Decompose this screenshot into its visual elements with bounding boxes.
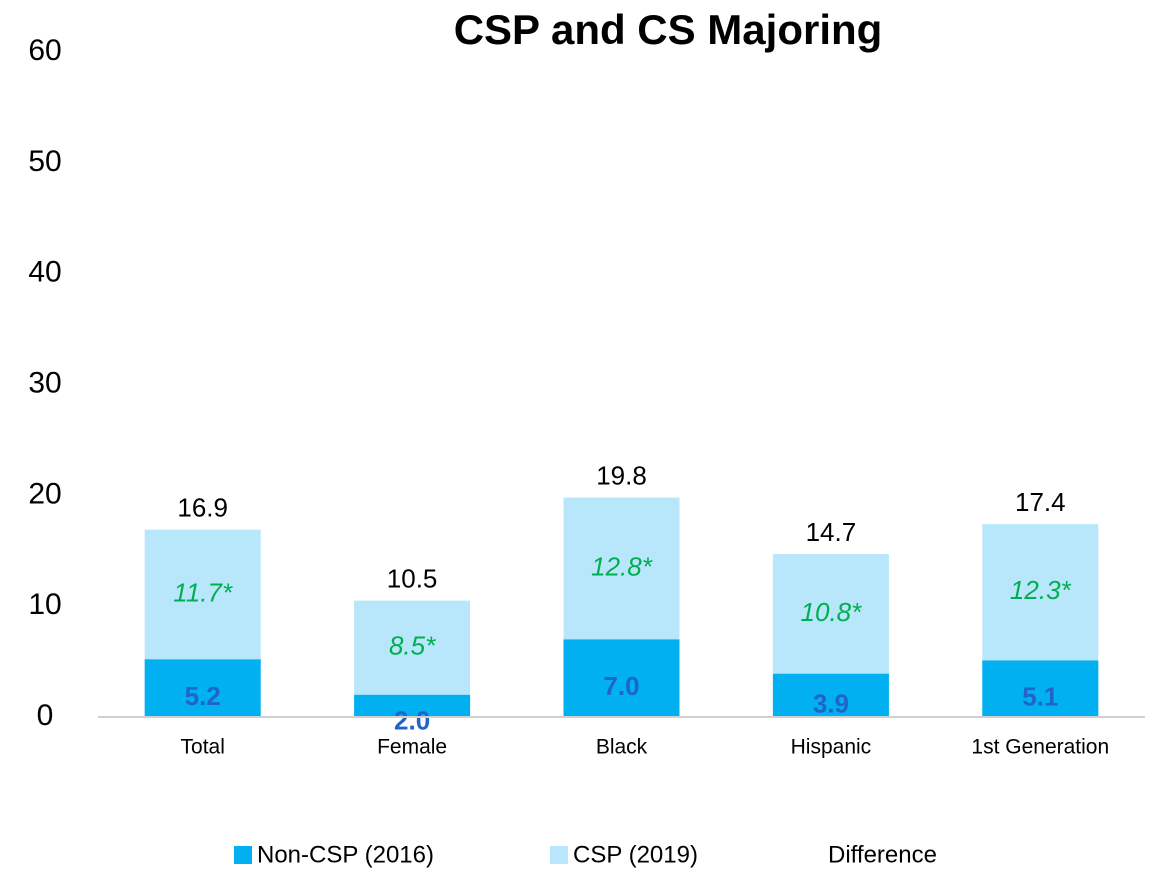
y-tick-label: 10 <box>28 588 61 621</box>
y-tick-label: 50 <box>28 145 61 178</box>
legend-label: Non-CSP (2016) <box>257 841 434 868</box>
y-tick-label: 30 <box>28 366 61 399</box>
y-tick-label: 40 <box>28 256 61 289</box>
y-tick-label: 20 <box>28 477 61 510</box>
data-label: 17.4 <box>1015 487 1066 517</box>
x-tick-label: 1st Generation <box>971 736 1109 759</box>
difference-label: 10.8* <box>801 597 863 627</box>
legend-label: CSP (2019) <box>573 841 698 868</box>
bar <box>982 660 1099 717</box>
y-tick-label: 0 <box>37 699 54 732</box>
x-tick-label: Hispanic <box>791 736 872 759</box>
data-label: 10.5 <box>387 564 438 594</box>
legend-label: Difference <box>828 841 937 868</box>
difference-label: 11.7* <box>173 577 233 607</box>
legend-swatch <box>550 846 568 864</box>
bar <box>563 639 680 717</box>
data-label: 3.9 <box>813 688 849 718</box>
difference-label: 12.3* <box>1010 575 1072 605</box>
data-label: 5.2 <box>185 681 221 711</box>
x-tick-label: Total <box>181 736 225 759</box>
y-tick-label: 60 <box>28 34 61 67</box>
bar <box>144 659 261 717</box>
bar <box>772 673 889 717</box>
x-tick-label: Female <box>377 736 447 759</box>
data-label: 16.9 <box>177 493 228 523</box>
x-tick-label: Black <box>596 736 648 759</box>
difference-label: 12.8* <box>591 551 653 581</box>
data-label: 5.1 <box>1022 682 1058 712</box>
data-label: 7.0 <box>603 671 639 701</box>
chart-title: CSP and CS Majoring <box>454 6 883 53</box>
legend-swatch <box>234 846 252 864</box>
data-label: 19.8 <box>596 460 647 490</box>
bar <box>354 694 471 717</box>
difference-label: 8.5* <box>389 631 436 661</box>
data-label: 2.0 <box>394 706 430 736</box>
data-label: 14.7 <box>806 517 857 547</box>
